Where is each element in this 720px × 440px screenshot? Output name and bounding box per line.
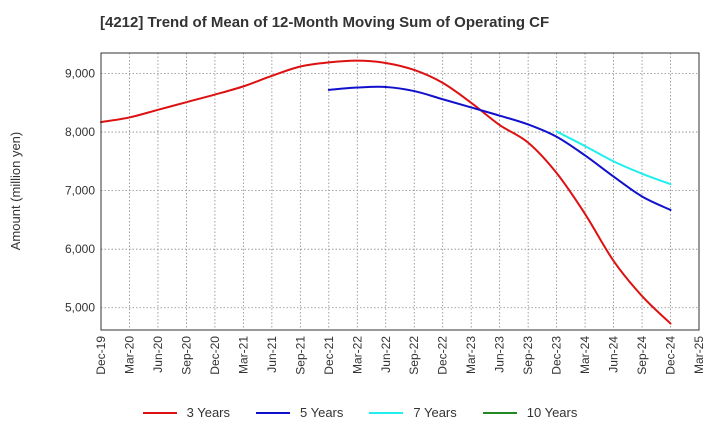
x-tick-label: Mar-23 — [464, 336, 478, 374]
legend-swatch — [369, 411, 404, 414]
legend-swatch — [482, 411, 517, 414]
x-tick-label: Dec-19 — [94, 336, 108, 375]
legend-label: 5 Years — [300, 405, 344, 420]
x-tick-label: Jun-24 — [607, 336, 621, 373]
x-tick-label: Jun-21 — [265, 336, 279, 373]
series-line-5-years — [327, 85, 672, 211]
x-tick-label: Mar-21 — [236, 336, 250, 374]
x-tick-label: Jun-20 — [151, 336, 165, 373]
y-tick-label: 6,000 — [65, 242, 95, 256]
y-tick-label: 8,000 — [65, 125, 95, 139]
x-tick-label: Sep-20 — [179, 336, 193, 375]
x-tick-label: Sep-22 — [407, 336, 421, 375]
y-tick-label: 7,000 — [65, 184, 95, 198]
x-tick-label: Mar-25 — [692, 336, 706, 374]
legend-item-10-years: 10 Years — [482, 405, 578, 420]
x-tick-label: Dec-22 — [436, 336, 450, 375]
legend-item-3-years: 3 Years — [142, 405, 230, 420]
series-line-3-years — [100, 59, 672, 325]
x-tick-label: Sep-24 — [635, 336, 649, 375]
legend-item-5-years: 5 Years — [256, 405, 343, 420]
chart-title: [4212] Trend of Mean of 12-Month Moving … — [100, 14, 550, 31]
legend-label: 3 Years — [186, 405, 230, 420]
x-tick-label: Sep-21 — [293, 336, 307, 375]
x-tick-label: Mar-22 — [350, 336, 364, 374]
legend-swatch — [256, 411, 290, 414]
x-tick-label: Dec-21 — [322, 336, 336, 375]
x-tick-label: Dec-23 — [550, 336, 564, 375]
legend-label: 10 Years — [526, 405, 578, 420]
series-layer — [100, 59, 672, 325]
x-tick-label: Jun-22 — [379, 336, 393, 373]
legend-swatch — [142, 411, 177, 414]
series-line-7-years — [555, 130, 672, 186]
plot-area-background — [101, 53, 699, 330]
x-tick-label: Jun-23 — [493, 336, 507, 373]
x-tick-label: Mar-24 — [578, 336, 592, 374]
x-tick-label: Mar-20 — [122, 336, 136, 374]
legend-item-7-years: 7 Years — [369, 405, 457, 420]
x-tick-label: Sep-23 — [521, 336, 535, 375]
legend-label: 7 Years — [413, 405, 457, 420]
y-tick-label: 9,000 — [65, 66, 95, 80]
plot-area-border — [100, 52, 700, 331]
x-axis-ticks: Dec-19 Mar-20 Jun-20 Sep-20 Dec-20 Mar-21 Jun-… — [94, 336, 706, 375]
y-axis-title: Amount (million yen) — [8, 132, 23, 251]
legend: 3 Years 5 Years 7 Years 10 Years — [0, 405, 720, 420]
x-tick-label: Dec-24 — [664, 336, 678, 375]
x-tick-label: Dec-20 — [208, 336, 222, 375]
y-axis-ticks: 5,000 6,000 7,000 8,000 9,000 — [65, 66, 95, 314]
y-tick-label: 5,000 — [65, 301, 95, 315]
